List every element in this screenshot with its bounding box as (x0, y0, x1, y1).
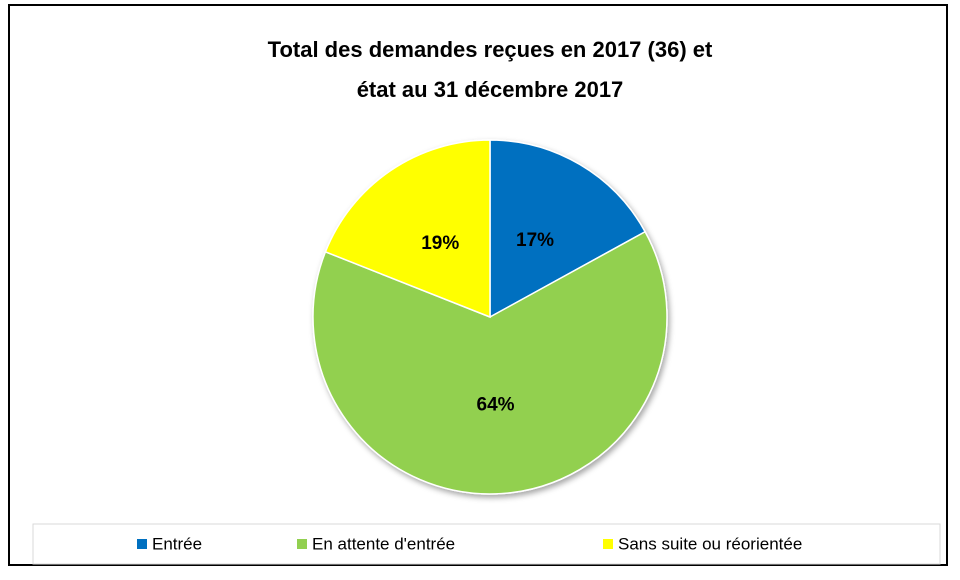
pie (312, 139, 668, 495)
legend-label: Sans suite ou réorientée (618, 534, 802, 553)
pie-slice (312, 230, 668, 495)
data-label: 64% (477, 394, 515, 415)
data-label: 17% (516, 230, 554, 251)
legend-swatch (137, 539, 147, 549)
legend-label: Entrée (152, 534, 202, 553)
chart-title: Total des demandes reçues en 2017 (36) e… (267, 37, 713, 102)
legend-swatch (297, 539, 307, 549)
legend-swatch (603, 539, 613, 549)
legend-box (32, 523, 941, 565)
legend-label: En attente d'entrée (312, 534, 455, 553)
pie-slice (489, 139, 647, 319)
pie-slice (324, 139, 491, 319)
data-label: 19% (421, 233, 459, 254)
